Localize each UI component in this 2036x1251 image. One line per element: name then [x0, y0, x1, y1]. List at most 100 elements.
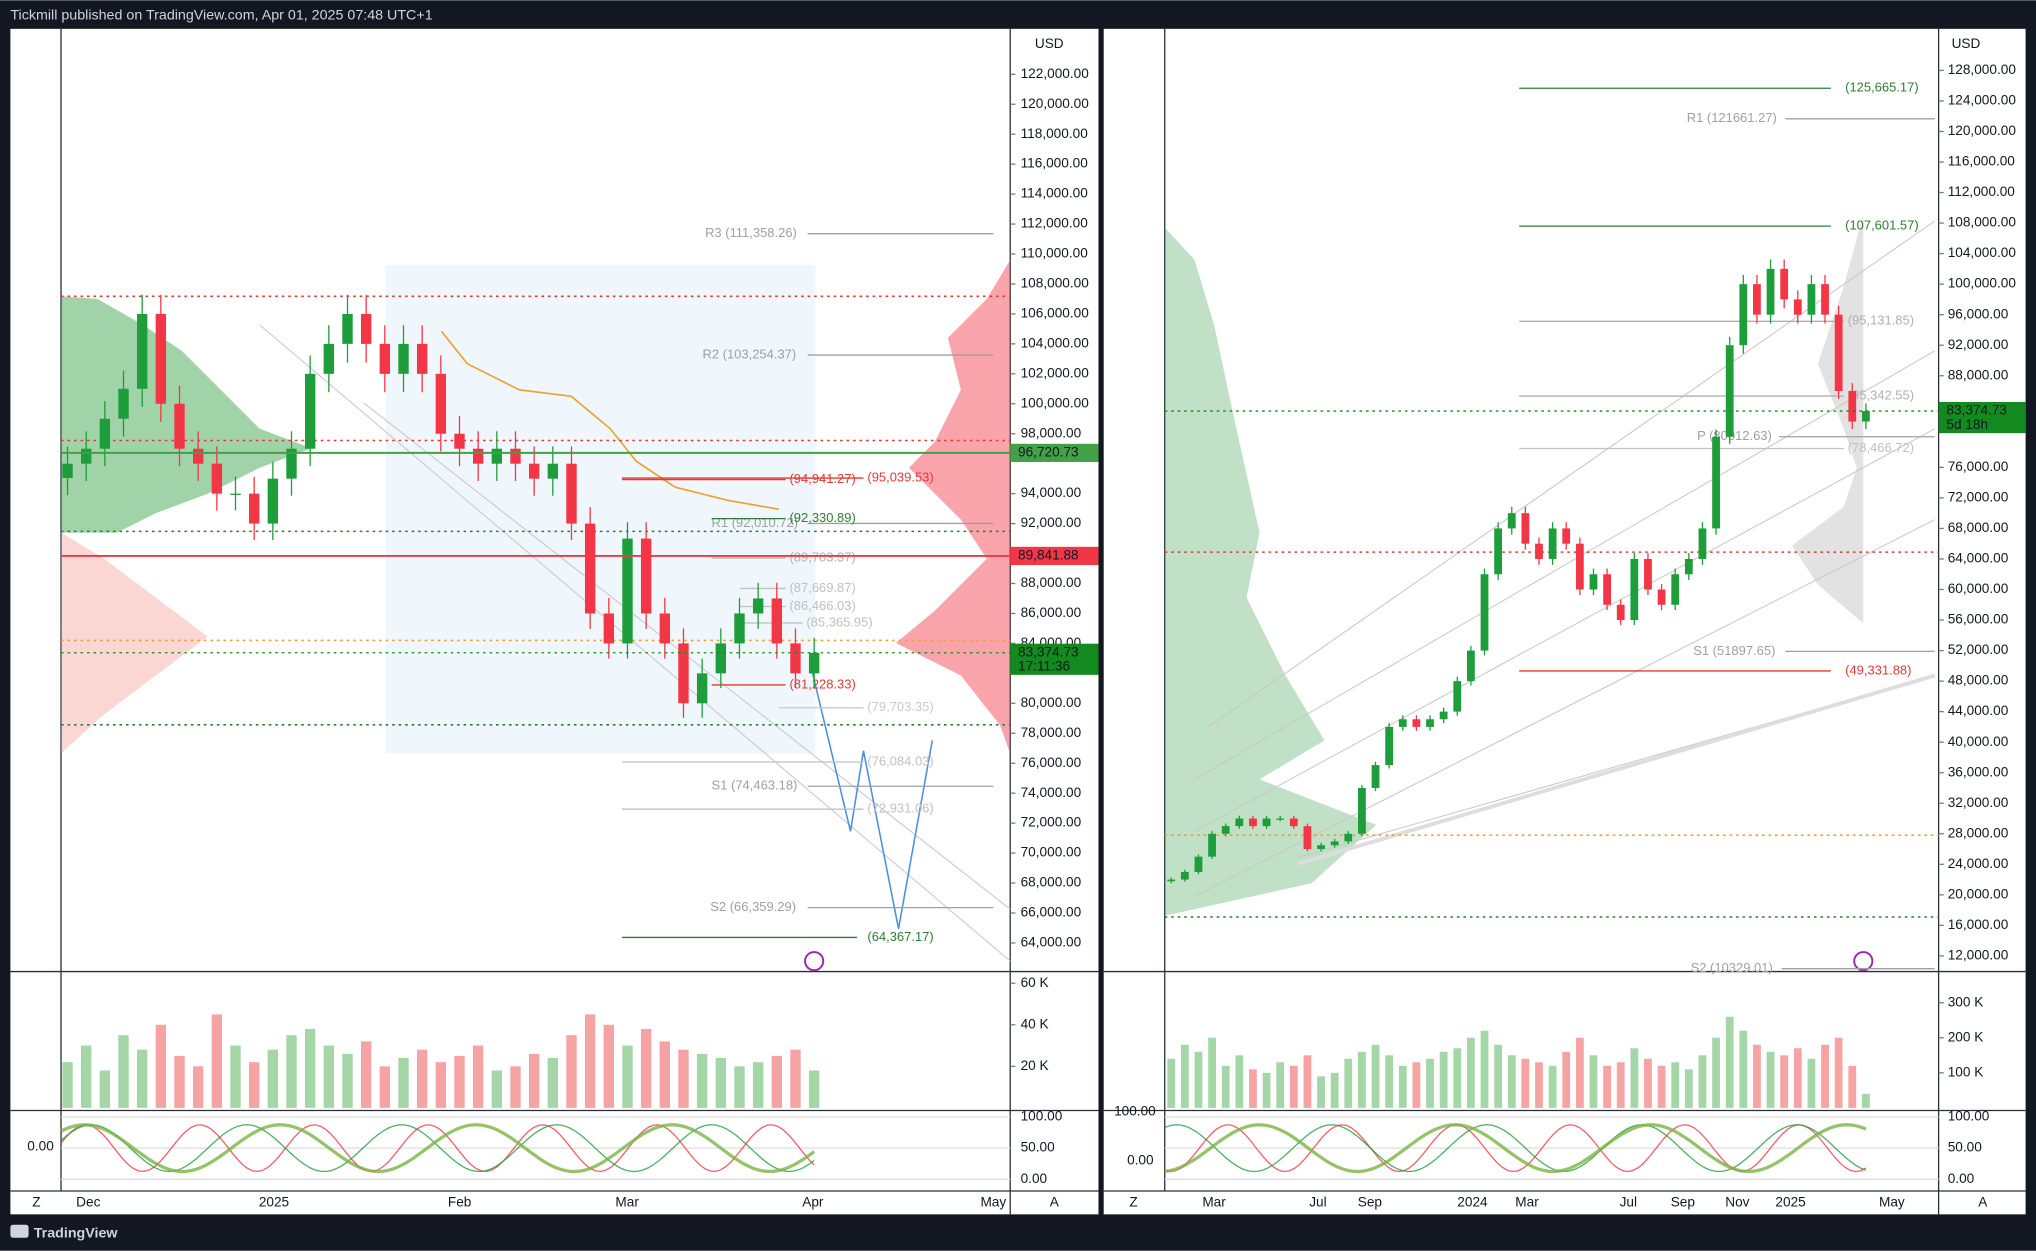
price-tick-label: 116,000.00: [1948, 154, 2016, 169]
volume-bar: [1235, 1055, 1244, 1108]
volume-bar: [1276, 1062, 1285, 1108]
time-label: Jul: [1309, 1194, 1326, 1209]
price-tick-label: 68,000.00: [1948, 520, 2009, 535]
volume-bar: [1344, 1058, 1353, 1108]
volume-bar: [1753, 1044, 1761, 1108]
price-badge: [1010, 443, 1099, 462]
volume-bar: [1180, 1044, 1189, 1108]
volume-bar: [790, 1049, 801, 1108]
volume-bar: [1766, 1051, 1775, 1108]
volume-tick-label: 200 K: [1948, 1029, 1984, 1044]
candle-body: [584, 523, 596, 614]
volume-bar: [1834, 1037, 1843, 1108]
candle-body: [1439, 711, 1448, 720]
brand-logo: [10, 1224, 29, 1238]
volume-bar: [1398, 1065, 1407, 1108]
volume-bar: [1249, 1069, 1257, 1108]
price-tick-label: 122,000.00: [1021, 66, 1090, 81]
event-icon[interactable]: [1853, 951, 1874, 972]
candle-body: [435, 373, 447, 434]
time-label: May: [980, 1194, 1006, 1209]
price-tick-label: 52,000.00: [1948, 642, 2009, 657]
price-tick-label: 114,000.00: [1021, 186, 1089, 201]
volume-tick-label: 40 K: [1021, 1016, 1049, 1031]
level-label: S1 (51897.65): [1693, 643, 1775, 658]
volume-bar: [547, 1058, 559, 1108]
volume-bar: [398, 1058, 409, 1108]
candle-body: [808, 652, 820, 674]
candle-body: [136, 313, 148, 389]
candle-body: [491, 448, 503, 464]
trend-line: [1297, 673, 1936, 866]
volume-bar: [1562, 1051, 1571, 1108]
candle-body: [360, 313, 372, 344]
candle-body: [1630, 558, 1639, 621]
price-tick-label: 86,000.00: [1021, 605, 1082, 620]
volume-tick-label: 300 K: [1948, 994, 1984, 1009]
volume-bar: [1548, 1065, 1557, 1108]
volume-bar: [1739, 1030, 1748, 1108]
candle-body: [472, 448, 484, 464]
price-tick-label: 28,000.00: [1948, 825, 2009, 840]
zoom-button[interactable]: Z: [32, 1194, 40, 1209]
level-label: (86,466.03): [789, 598, 855, 613]
auto-button[interactable]: A: [1050, 1194, 1060, 1209]
price-badge-label: 89,841.88: [1018, 548, 1079, 563]
candle-body: [1698, 528, 1707, 559]
price-tick-label: 48,000.00: [1948, 673, 2009, 688]
candle-body: [528, 463, 540, 479]
candle-body: [454, 433, 465, 449]
volume-bar: [416, 1049, 428, 1108]
candle-body: [1807, 284, 1816, 315]
oscillator-line: [1164, 1124, 1867, 1173]
volume-bar: [510, 1066, 521, 1108]
volume-bar: [62, 1062, 73, 1108]
volume-bar: [1603, 1065, 1611, 1108]
currency-label: USD: [1035, 36, 1064, 51]
price-tick-label: 36,000.00: [1948, 764, 2009, 779]
volume-bar: [1807, 1058, 1816, 1108]
volume-bar: [1575, 1037, 1584, 1108]
candle-body: [1575, 543, 1584, 590]
zoom-button[interactable]: Z: [1129, 1194, 1137, 1209]
volume-bar: [808, 1070, 820, 1108]
auto-button[interactable]: A: [1978, 1194, 1988, 1209]
volume-bar: [1262, 1072, 1271, 1108]
candle-body: [1262, 818, 1271, 827]
candle-body: [267, 478, 279, 524]
candle-body: [155, 313, 167, 404]
volume-tick-label: 60 K: [1021, 975, 1049, 990]
osc-tick-label: 0.00: [1948, 1171, 1975, 1186]
osc-tick-label: 50.00: [1948, 1140, 1983, 1155]
volume-bar: [1426, 1058, 1434, 1108]
osc-left-label: 100.00: [1114, 1103, 1156, 1118]
level-label: S2 (10329.01): [1691, 960, 1773, 975]
candle-body: [1671, 574, 1680, 605]
volume-bar: [99, 1070, 111, 1108]
osc-tick-label: 100.00: [1948, 1109, 1990, 1124]
volume-bar: [1371, 1044, 1380, 1108]
volume-bar: [1589, 1055, 1598, 1108]
volume-bar: [640, 1028, 652, 1108]
price-tick-label: 32,000.00: [1948, 795, 2009, 810]
price-tick-label: 128,000.00: [1948, 62, 2017, 77]
candle-body: [1766, 268, 1775, 315]
candle-body: [1712, 436, 1720, 529]
candle-body: [1589, 574, 1598, 590]
volume-bar: [379, 1066, 391, 1108]
candle-body: [211, 463, 223, 494]
price-tick-label: 76,000.00: [1948, 459, 2009, 474]
price-tick-label: 72,000.00: [1948, 489, 2009, 504]
price-tick-label: 88,000.00: [1021, 575, 1082, 590]
price-tick-label: 104,000.00: [1021, 335, 1090, 350]
candle-body: [304, 373, 316, 449]
event-icon[interactable]: [804, 951, 825, 972]
price-tick-label: 16,000.00: [1948, 917, 2009, 932]
volume-bar: [1698, 1055, 1707, 1108]
volume-bar: [155, 1024, 167, 1108]
volume-bar: [174, 1055, 185, 1108]
candle-body: [640, 538, 652, 614]
time-label: Jul: [1620, 1194, 1637, 1209]
price-tick-label: 60,000.00: [1948, 581, 2009, 596]
candle-body: [752, 598, 764, 614]
